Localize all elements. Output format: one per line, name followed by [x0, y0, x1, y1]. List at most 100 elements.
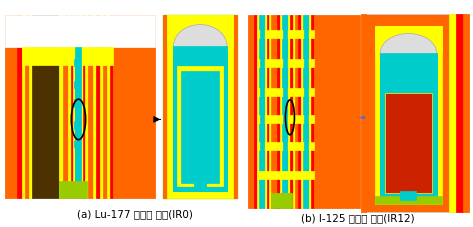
Bar [257, 116, 314, 123]
Bar [304, 23, 308, 41]
Bar [304, 52, 308, 69]
Bar [455, 15, 463, 212]
Bar [375, 26, 442, 54]
Bar [283, 52, 287, 69]
Bar [385, 94, 432, 193]
Bar [375, 197, 442, 205]
Bar [282, 193, 288, 208]
Bar [5, 15, 155, 48]
Bar [260, 23, 264, 41]
Bar [181, 72, 219, 183]
Bar [177, 67, 223, 186]
Bar [295, 15, 298, 208]
Bar [271, 193, 292, 208]
Bar [449, 15, 455, 212]
Bar [265, 15, 267, 208]
Bar [257, 15, 259, 208]
Bar [380, 54, 437, 201]
Ellipse shape [174, 25, 227, 69]
Bar [311, 15, 314, 208]
Bar [22, 15, 25, 199]
Bar [174, 47, 227, 191]
Bar [267, 15, 269, 208]
Bar [18, 15, 22, 199]
Bar [75, 48, 81, 199]
Bar [59, 181, 87, 199]
Bar [298, 15, 301, 208]
Bar [283, 23, 287, 41]
Bar [29, 15, 32, 199]
Bar [254, 15, 257, 208]
Bar [293, 15, 295, 208]
Bar [260, 81, 264, 99]
Bar [248, 15, 254, 208]
Bar [83, 15, 85, 199]
Bar [301, 15, 303, 208]
Bar [257, 143, 314, 151]
Bar [283, 81, 287, 99]
Bar [280, 15, 282, 208]
Bar [25, 15, 29, 199]
Bar [375, 26, 442, 205]
Bar [257, 60, 314, 68]
Bar [164, 15, 167, 199]
Bar [167, 15, 233, 199]
Bar [257, 31, 314, 39]
Bar [103, 15, 106, 199]
Bar [174, 52, 227, 191]
Bar [74, 142, 79, 147]
Bar [283, 137, 287, 154]
Bar [113, 15, 155, 199]
Bar [257, 172, 314, 180]
Bar [110, 15, 113, 199]
Bar [260, 137, 264, 154]
Bar [303, 15, 309, 208]
Bar [71, 15, 73, 199]
Bar [74, 122, 79, 129]
Bar [269, 15, 271, 208]
Bar [361, 15, 366, 212]
Bar [283, 108, 287, 126]
Text: (a) Lu-177 생상량 평가(IR0): (a) Lu-177 생상량 평가(IR0) [77, 208, 193, 218]
Bar [260, 52, 264, 69]
Bar [100, 15, 103, 199]
Text: (b) I-125 생산량 평가(IR12): (b) I-125 생산량 평가(IR12) [301, 212, 415, 222]
Bar [75, 15, 81, 199]
Bar [174, 52, 227, 191]
Bar [74, 59, 79, 67]
Bar [304, 81, 308, 99]
Bar [81, 15, 83, 199]
Bar [288, 15, 290, 208]
Bar [106, 15, 110, 199]
Bar [63, 15, 68, 199]
Bar [271, 15, 277, 208]
Bar [74, 100, 79, 107]
Bar [248, 15, 360, 208]
Bar [361, 15, 469, 212]
Bar [88, 15, 93, 199]
Bar [401, 191, 416, 201]
Bar [233, 15, 237, 199]
Bar [74, 81, 79, 89]
Bar [463, 15, 469, 212]
Ellipse shape [380, 34, 437, 74]
Bar [73, 15, 75, 199]
Bar [93, 15, 96, 199]
Bar [290, 15, 293, 208]
Bar [22, 48, 113, 66]
Bar [309, 15, 311, 208]
Bar [167, 15, 233, 47]
Bar [68, 15, 71, 199]
Bar [96, 15, 100, 199]
Bar [304, 108, 308, 126]
Bar [5, 15, 18, 199]
Bar [304, 137, 308, 154]
Bar [259, 15, 265, 208]
Bar [59, 15, 63, 199]
Ellipse shape [174, 25, 227, 69]
Bar [277, 15, 280, 208]
Ellipse shape [380, 34, 437, 74]
Bar [282, 15, 288, 208]
Bar [164, 15, 237, 199]
Bar [380, 57, 437, 201]
